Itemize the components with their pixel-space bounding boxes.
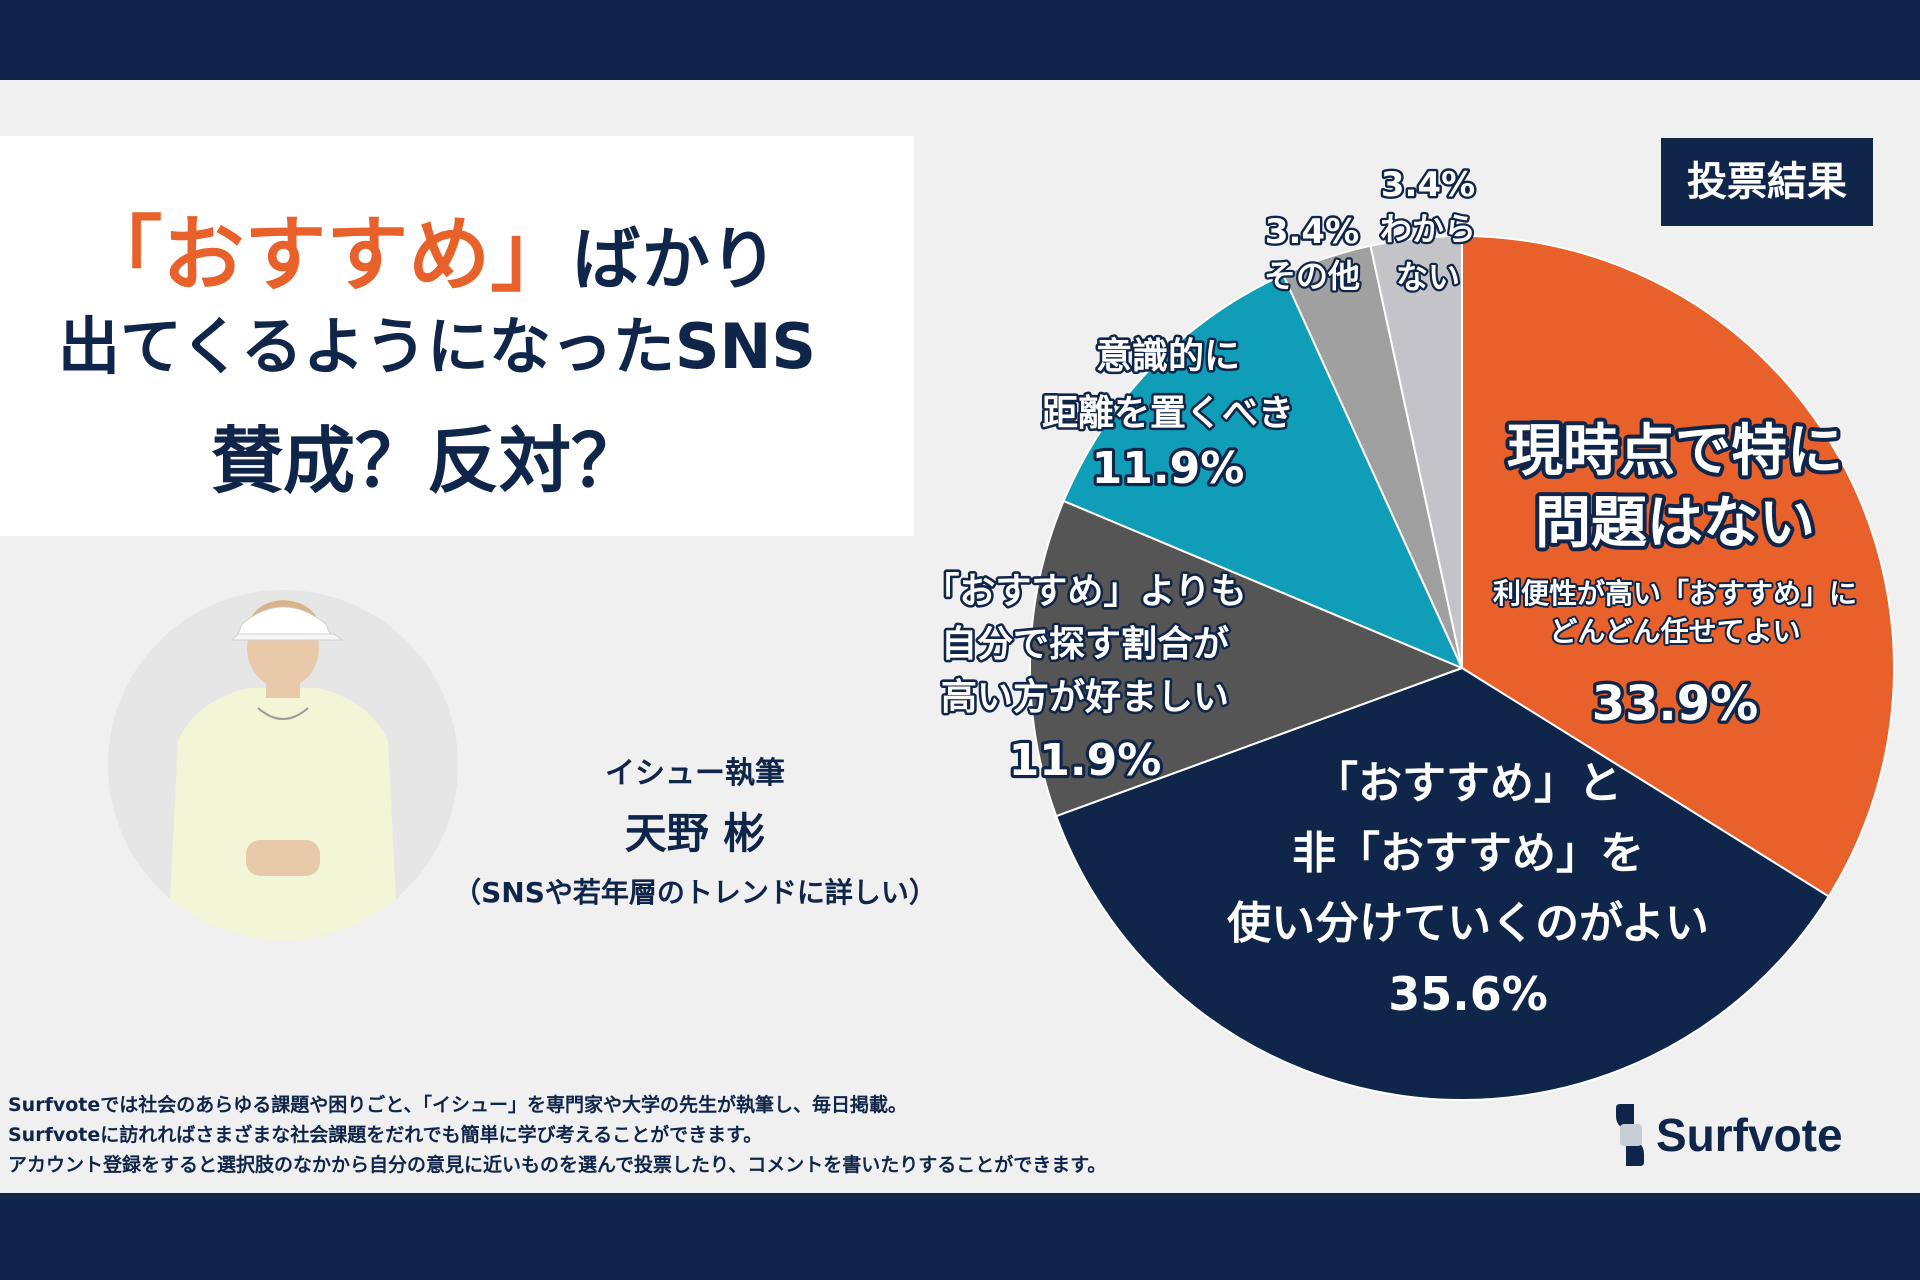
slice-label-use-both: 非「おすすめ」を <box>1292 828 1644 879</box>
title-quote-close: 」 <box>490 208 573 303</box>
logo-text: Surfvote <box>1656 1109 1843 1161</box>
title-accent: おすすめ <box>162 208 491 303</box>
pie-slice-search-yourself <box>1029 499 1465 818</box>
slice-sublabel-no-problem: どんどん任せてよい <box>1549 615 1800 648</box>
title-line-3: 賛成？反対？ <box>210 419 643 503</box>
slice-label-dont-know: ない <box>1396 258 1460 296</box>
pie-slice-use-both <box>1054 666 1831 1101</box>
slice-label-keep-distance: 意識的に <box>1096 336 1240 377</box>
bottom-band <box>0 1193 1920 1280</box>
footer-line: Surfvoteに訪れればさまざまな社会課題をだれでも簡単に学び考えることができ… <box>8 1124 763 1146</box>
slice-label-search-yourself: 「おすすめ」よりも <box>923 571 1246 612</box>
slice-value-search-yourself: 11.9% <box>1009 735 1162 786</box>
title-line-1: 「おすすめ」ばかり <box>0 188 886 307</box>
footer-line: アカウント登録をすると選択肢のなかから自分の意見に近いものを選んで投票したり、コ… <box>8 1154 1107 1176</box>
slice-label-no-problem: 問題はない <box>1535 491 1815 556</box>
slice-label-use-both: 使い分けていくのがよい <box>1227 898 1709 949</box>
slice-label-keep-distance: 距離を置くべき <box>1042 393 1294 434</box>
slice-value-dont-know: 3.4% <box>1381 165 1475 205</box>
slice-value-other: 3.4% <box>1265 212 1359 252</box>
person-illustration <box>108 590 458 940</box>
slice-label-search-yourself: 自分で探す割合が <box>941 624 1229 665</box>
slice-label-no-problem: 現時点で特に <box>1507 419 1843 484</box>
slice-sublabel-no-problem: 利便性が高い「おすすめ」に <box>1493 577 1857 610</box>
author-block: イシュー執筆 天野 彬 （SNSや若年層のトレンドに詳しい） <box>420 748 970 911</box>
pie-slice-dont-know <box>1369 234 1463 669</box>
author-role: イシュー執筆 <box>605 756 785 791</box>
slice-label-search-yourself: 高い方が好ましい <box>941 677 1229 718</box>
author-name: 天野 彬 <box>624 809 766 858</box>
result-badge: 投票結果 <box>1661 138 1873 226</box>
slice-value-keep-distance: 11.9% <box>1092 443 1245 494</box>
pie-slice-keep-distance <box>1062 273 1464 670</box>
title-card: 「おすすめ」ばかり 出てくるようになったSNS 賛成？反対？ <box>0 136 914 536</box>
title-line-1-rest: ばかり <box>572 221 778 300</box>
title-line-2: 出てくるようになったSNS <box>57 310 817 383</box>
slice-label-use-both: 「おすすめ」と <box>1314 758 1622 809</box>
slice-value-no-problem: 33.9% <box>1592 676 1759 732</box>
slice-label-other: その他 <box>1264 257 1360 295</box>
top-band <box>0 0 1920 80</box>
slice-label-dont-know: わから <box>1380 210 1476 248</box>
author-description: （SNSや若年層のトレンドに詳しい） <box>453 876 937 909</box>
slice-value-use-both: 35.6% <box>1388 967 1548 1021</box>
surfvote-logo[interactable]: Surfvote <box>1612 1104 1843 1166</box>
footer-text: Surfvoteでは社会のあらゆる課題や困りごと、「イシュー」を専門家や大学の先… <box>8 1090 1106 1180</box>
footer-line: Surfvoteでは社会のあらゆる課題や困りごと、「イシュー」を専門家や大学の先… <box>8 1094 907 1116</box>
title-quote-open: 「 <box>80 208 163 303</box>
pie-slice-no-problem <box>1461 234 1895 898</box>
logo-icon <box>1616 1104 1644 1166</box>
author-photo <box>108 590 458 940</box>
